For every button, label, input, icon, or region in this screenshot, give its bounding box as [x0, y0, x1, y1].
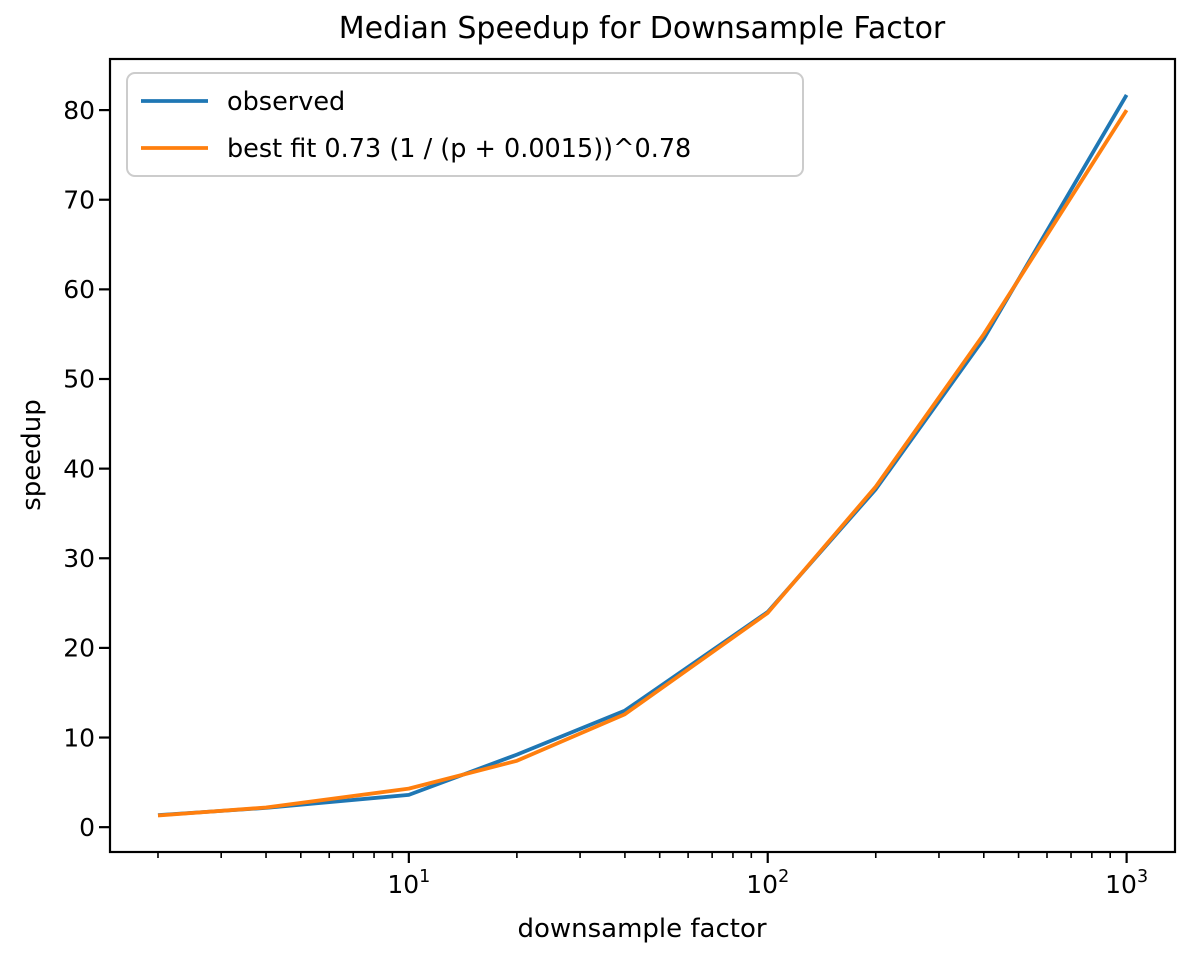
plot-frame — [108, 57, 1177, 854]
legend-label-observed: observed — [227, 87, 345, 117]
x-tick-label: 103 — [1105, 867, 1148, 899]
series-line-best-fit — [157, 109, 1129, 818]
y-tick-label: 80 — [63, 96, 95, 125]
y-tick-label: 20 — [63, 634, 95, 663]
legend-box — [126, 72, 804, 177]
chart-title: Median Speedup for Downsample Factor — [339, 11, 946, 46]
y-tick-label: 70 — [63, 185, 95, 214]
y-tick-label: 40 — [63, 454, 95, 483]
y-tick-label: 60 — [63, 275, 95, 304]
y-axis-label: speedup — [17, 399, 47, 511]
x-axis-label: downsample factor — [517, 914, 766, 944]
y-tick-label: 0 — [79, 813, 95, 842]
legend: observed best fit 0.73 (1 / (p + 0.0015)… — [126, 72, 804, 177]
axes: 101 102 103 0 10 20 30 40 50 60 70 80 — [63, 57, 1177, 899]
series-line-observed — [157, 93, 1129, 817]
x-tick-label: 101 — [387, 867, 430, 899]
plot-series — [157, 93, 1129, 818]
legend-label-best-fit: best fit 0.73 (1 / (p + 0.0015))^0.78 — [227, 134, 691, 164]
y-tick-label: 10 — [63, 723, 95, 752]
y-tick-label: 50 — [63, 365, 95, 394]
x-tick-label: 102 — [746, 867, 789, 899]
y-tick-label: 30 — [63, 544, 95, 573]
